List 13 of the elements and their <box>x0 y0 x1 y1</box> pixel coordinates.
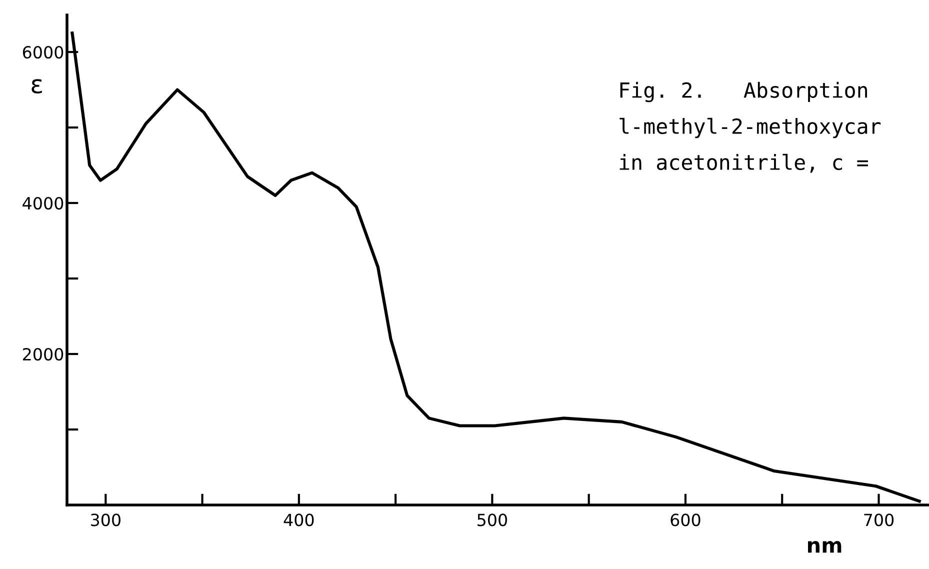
x-tick-label: 400 <box>284 514 314 526</box>
x-tick-label: 600 <box>670 514 700 526</box>
x-tick-label: 500 <box>478 514 507 526</box>
y-tick-label: 6000 <box>22 46 64 59</box>
annotation: Fig. 2. Absorption <box>620 82 867 102</box>
annotation: l-methyl-2-methoxycar <box>620 118 881 138</box>
x-tick-label: 700 <box>864 514 894 526</box>
annotation: in acetonitrile, c = <box>620 154 868 173</box>
x-axis-title: nm <box>808 541 842 553</box>
y-tick-label: 2000 <box>23 348 64 361</box>
y-tick-label: 4000 <box>22 196 64 210</box>
y-axis-title: ε <box>32 79 42 94</box>
x-tick-label: 300 <box>91 514 120 526</box>
